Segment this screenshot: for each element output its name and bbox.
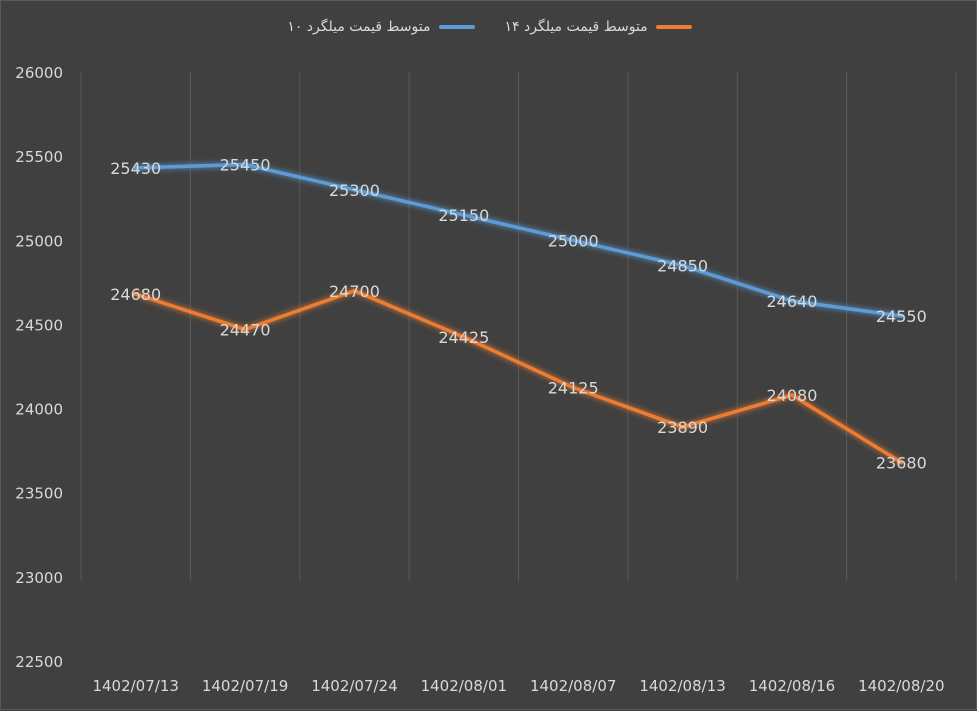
data-label-series-2: 24080 [766, 386, 817, 405]
data-point-series-1 [352, 187, 357, 192]
y-tick-label: 23000 [15, 569, 63, 587]
data-label-series-2: 24680 [110, 285, 161, 304]
data-point-series-2 [899, 460, 904, 465]
data-label-series-2: 24425 [438, 328, 489, 347]
series-line-2 [133, 289, 904, 465]
y-tick-label: 26000 [15, 64, 63, 82]
series-line-1 [133, 162, 904, 318]
y-tick-label: 24000 [15, 401, 63, 419]
data-point-series-1 [899, 314, 904, 319]
x-tick-label: 1402/08/16 [749, 677, 835, 695]
legend-label-series-2: متوسط قیمت میلگرد ۱۴ [504, 19, 648, 35]
x-tick-label: 1402/08/13 [639, 677, 725, 695]
data-label-series-1: 24550 [876, 307, 927, 326]
data-label-series-1: 25430 [110, 159, 161, 178]
data-label-series-2: 24125 [548, 379, 599, 398]
data-point-series-1 [243, 162, 248, 167]
x-tick-label: 1402/08/01 [421, 677, 507, 695]
x-tick-label: 1402/07/24 [311, 677, 397, 695]
x-tick-label: 1402/07/13 [92, 677, 178, 695]
x-tick-label: 1402/08/07 [530, 677, 616, 695]
legend-label-series-1: متوسط قیمت میلگرد ۱۰ [287, 19, 431, 35]
data-label-series-2: 24700 [329, 282, 380, 301]
legend-item-series-2[interactable]: متوسط قیمت میلگرد ۱۴ [505, 19, 692, 35]
y-tick-label: 23500 [15, 485, 63, 503]
data-point-series-2 [133, 292, 138, 297]
data-point-series-2 [789, 393, 794, 398]
data-point-series-1 [461, 213, 466, 218]
legend-swatch-series-1 [438, 25, 475, 29]
data-label-series-1: 24640 [766, 292, 817, 311]
data-label-series-2: 24470 [220, 320, 271, 339]
data-point-series-1 [133, 165, 138, 170]
data-label-series-1: 25450 [220, 156, 271, 175]
data-label-series-1: 25300 [329, 181, 380, 200]
legend-swatch-series-2 [655, 25, 692, 29]
data-point-series-1 [571, 238, 576, 243]
x-tick-label: 1402/07/19 [202, 677, 288, 695]
data-point-series-2 [352, 288, 357, 293]
y-tick-label: 22500 [15, 653, 63, 671]
data-point-series-2 [461, 335, 466, 340]
data-label-series-2: 23890 [657, 418, 708, 437]
data-label-series-2: 23680 [876, 453, 927, 472]
data-label-series-1: 25150 [438, 206, 489, 225]
y-tick-label: 24500 [15, 316, 63, 334]
legend: متوسط قیمت میلگرد ۱۰ متوسط قیمت میلگرد ۱… [1, 19, 977, 35]
y-tick-label: 25500 [15, 148, 63, 166]
data-label-series-1: 25000 [548, 231, 599, 250]
data-point-series-2 [680, 425, 685, 430]
y-tick-label: 25000 [15, 232, 63, 250]
data-point-series-1 [789, 298, 794, 303]
data-point-series-2 [571, 385, 576, 390]
data-label-series-1: 24850 [657, 257, 708, 276]
x-tick-label: 1402/08/20 [858, 677, 944, 695]
data-point-series-2 [243, 327, 248, 332]
data-point-series-1 [680, 263, 685, 268]
legend-item-series-1[interactable]: متوسط قیمت میلگرد ۱۰ [287, 19, 475, 35]
